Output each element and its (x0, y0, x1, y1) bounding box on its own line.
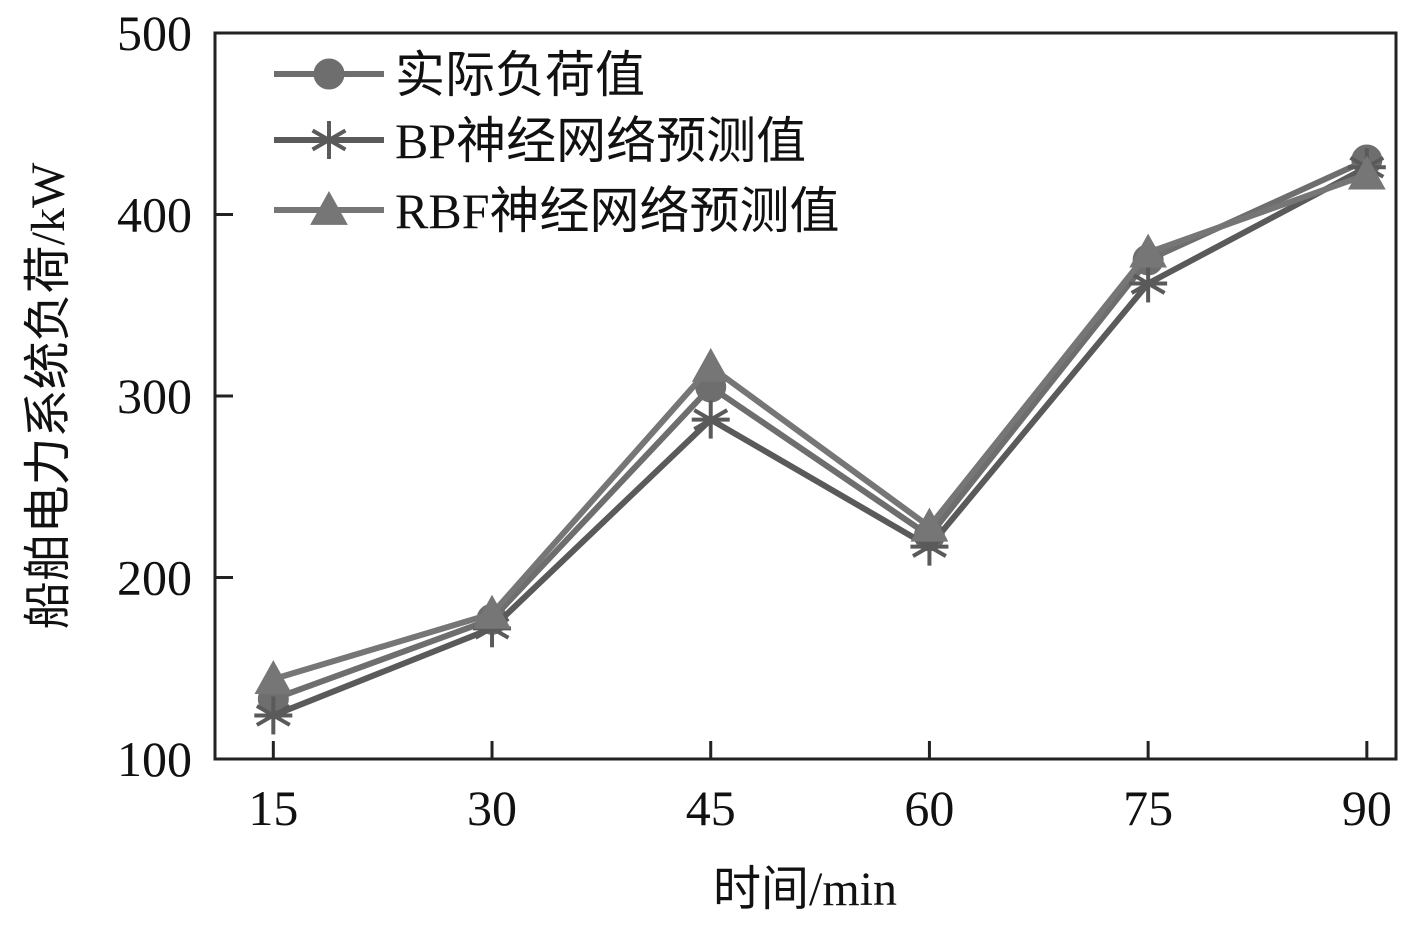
legend-label: 实际负荷值 (395, 47, 645, 103)
y-tick-label: 100 (117, 731, 192, 787)
data-point (691, 347, 730, 382)
data-point (691, 400, 730, 439)
legend-entry: 实际负荷值 (274, 47, 645, 103)
legend-label: BP神经网络预测值 (395, 113, 806, 169)
data-point (1347, 155, 1386, 190)
data-point (473, 594, 511, 629)
x-tick-label: 60 (904, 780, 954, 836)
y-tick-label: 300 (117, 368, 192, 424)
y-axis-title: 船舶电力系统负荷/kW (22, 162, 75, 629)
series-layer (254, 144, 1386, 735)
legend: 实际负荷值 BP神经网络预测值 RBF神经网络预测值 (274, 47, 840, 239)
x-axis: 15 30 45 60 75 90 (248, 741, 1392, 836)
data-point (313, 58, 345, 90)
data-point (254, 660, 293, 695)
x-tick-label: 15 (248, 780, 298, 836)
legend-entry: RBF神经网络预测值 (274, 183, 840, 239)
data-point (1129, 233, 1167, 268)
y-tick-label: 200 (117, 550, 192, 606)
series-line (272, 171, 1368, 683)
data-point (1129, 264, 1168, 303)
data-point (910, 507, 949, 542)
x-tick-label: 75 (1123, 780, 1173, 836)
y-tick-label: 400 (117, 187, 192, 243)
series-3 (254, 155, 1386, 695)
x-axis-title: 时间/min (713, 863, 897, 916)
series-line (272, 157, 1369, 702)
y-axis: 100 200 300 400 500 (117, 5, 233, 787)
legend-label: RBF神经网络预测值 (395, 183, 840, 239)
data-point (254, 696, 293, 735)
x-tick-label: 45 (686, 780, 736, 836)
data-point (310, 121, 348, 159)
x-tick-label: 30 (467, 780, 517, 836)
series-line (272, 164, 1369, 719)
legend-entry: BP神经网络预测值 (274, 113, 806, 169)
data-point (310, 190, 348, 225)
x-tick-label: 90 (1342, 780, 1392, 836)
y-tick-label: 500 (117, 5, 192, 61)
